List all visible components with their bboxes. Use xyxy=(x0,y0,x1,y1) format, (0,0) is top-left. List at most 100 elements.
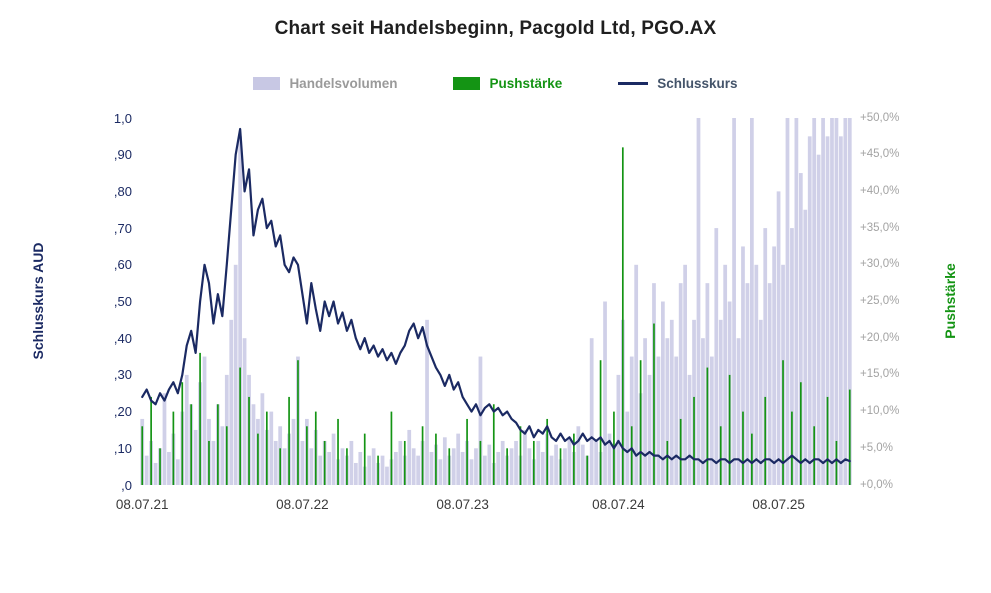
push-bar xyxy=(782,360,784,485)
push-bar xyxy=(653,323,655,485)
volume-bar xyxy=(772,246,776,485)
push-bar xyxy=(306,426,308,485)
push-bar xyxy=(377,455,379,485)
volume-bar xyxy=(834,118,839,485)
right-axis-tick-label: +40,0% xyxy=(860,184,900,197)
volume-bar xyxy=(656,356,661,485)
push-bar xyxy=(435,433,437,485)
volume-bar xyxy=(469,459,474,485)
volume-bar xyxy=(830,118,834,485)
volume-bar xyxy=(790,228,794,485)
volume-bar xyxy=(567,437,572,485)
volume-bar xyxy=(549,455,554,485)
left-axis-title: Schlusskurs AUD xyxy=(30,242,46,360)
volume-bar xyxy=(514,440,518,485)
volume-bar xyxy=(785,118,790,485)
push-bar xyxy=(719,426,722,485)
volume-bar xyxy=(807,136,812,485)
volume-bar xyxy=(616,374,621,485)
left-axis-tick-label: ,70 xyxy=(113,220,132,236)
left-axis-tick-label: ,80 xyxy=(113,183,132,199)
volume-bar xyxy=(291,418,296,485)
volume-bar xyxy=(429,451,434,485)
legend-label-handelsvolumen: Handelsvolumen xyxy=(289,76,398,91)
push-bar xyxy=(742,411,744,485)
volume-bar xyxy=(523,429,527,485)
volume-bar xyxy=(358,451,363,485)
right-axis-tick-label: +25,0% xyxy=(860,295,900,307)
push-bar xyxy=(208,440,210,485)
volume-bar xyxy=(153,462,158,485)
right-axis-tick-label: +45,0% xyxy=(860,148,900,161)
volume-bar xyxy=(634,264,639,485)
volume-bar xyxy=(193,429,198,485)
volume-bar xyxy=(816,154,821,485)
volume-bar xyxy=(603,301,607,485)
push-bar xyxy=(141,426,144,485)
volume-bar xyxy=(736,338,741,485)
volume-bar xyxy=(394,451,398,485)
close-line-swatch-icon xyxy=(618,82,649,85)
volume-bar xyxy=(683,264,687,485)
left-axis-tick-label: ,90 xyxy=(113,147,132,163)
volume-bar xyxy=(238,136,242,485)
push-bar xyxy=(751,433,753,485)
volume-bar xyxy=(714,228,719,485)
volume-bar xyxy=(643,338,647,485)
volume-bar xyxy=(478,356,483,485)
left-axis-tick-label: ,50 xyxy=(113,294,132,309)
push-bar xyxy=(159,448,161,485)
volume-bar xyxy=(162,393,167,485)
push-bar xyxy=(297,360,299,485)
volume-bar xyxy=(496,451,501,485)
volume-bar xyxy=(460,451,465,485)
volume-bar xyxy=(563,448,567,485)
push-bar xyxy=(363,433,366,485)
volume-bar xyxy=(300,440,305,485)
volume-bar xyxy=(798,173,803,486)
volume-bar xyxy=(407,429,412,485)
volume-bar xyxy=(665,338,670,485)
volume-bar xyxy=(385,466,389,485)
volume-bar xyxy=(576,426,581,485)
push-bar xyxy=(403,440,406,485)
volume-bar xyxy=(309,448,314,485)
volume-bar xyxy=(474,448,478,485)
volume-bar xyxy=(331,433,336,485)
right-axis-tick-label: +35,0% xyxy=(860,221,900,234)
push-bar xyxy=(257,433,259,485)
push-bar xyxy=(813,426,816,485)
volume-bar xyxy=(367,455,372,485)
volume-bar xyxy=(669,319,674,485)
push-bar xyxy=(421,426,424,485)
volume-bar xyxy=(536,440,541,485)
volume-bar xyxy=(589,338,594,485)
legend-item-pushstaerke: Pushstärke xyxy=(453,76,562,91)
left-axis-tick-label: ,60 xyxy=(113,257,132,273)
volume-bar xyxy=(758,319,763,485)
volume-bar xyxy=(718,319,723,485)
x-axis-tick-label: 08.07.22 xyxy=(276,497,329,512)
volume-bar xyxy=(442,437,447,485)
volume-bar xyxy=(741,246,745,485)
volume-bar xyxy=(416,455,420,485)
volume-bar xyxy=(371,448,376,485)
chart-title: Chart seit Handelsbeginn, Pacgold Ltd, P… xyxy=(274,18,717,39)
push-bar xyxy=(706,367,709,485)
volume-bar xyxy=(594,440,598,485)
volume-bar xyxy=(839,136,843,485)
right-axis-tick-label: +5,0% xyxy=(860,441,893,454)
push-bar xyxy=(479,440,482,485)
volume-bar xyxy=(607,433,612,485)
volume-bar xyxy=(580,444,585,485)
push-bar xyxy=(199,352,201,485)
right-axis-tick-label: +50,0% xyxy=(860,111,900,124)
volume-bar xyxy=(411,448,416,485)
push-swatch-icon xyxy=(453,77,481,90)
push-bar xyxy=(265,411,268,485)
push-bar xyxy=(546,418,549,485)
volume-bar xyxy=(527,448,532,485)
push-bar xyxy=(346,448,348,485)
volume-bar xyxy=(260,393,265,485)
push-bar xyxy=(639,360,642,485)
